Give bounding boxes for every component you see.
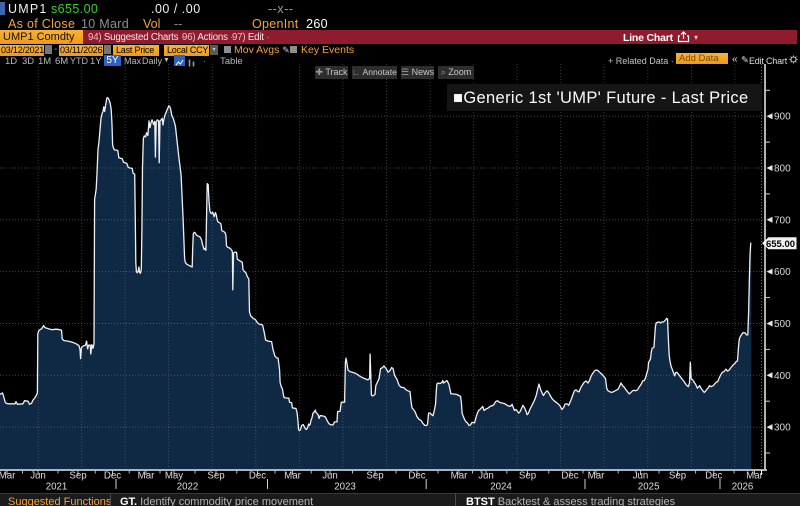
svg-text:Dec: Dec (249, 471, 266, 482)
svg-text:Jun: Jun (478, 471, 494, 482)
svg-text:500: 500 (774, 319, 791, 330)
svg-text:Mar: Mar (746, 471, 763, 482)
svg-text:Sep: Sep (366, 471, 383, 482)
svg-text:Sep: Sep (207, 471, 224, 482)
svg-text:Sep: Sep (669, 471, 686, 482)
svg-text:700: 700 (774, 215, 791, 226)
svg-text:Mar: Mar (138, 471, 155, 482)
svg-text:300: 300 (774, 423, 791, 434)
svg-text:Dec: Dec (104, 471, 121, 482)
svg-text:Dec: Dec (408, 471, 425, 482)
svg-text:2022: 2022 (177, 482, 199, 493)
svg-text:Mar: Mar (588, 471, 605, 482)
svg-text:Sep: Sep (69, 471, 86, 482)
svg-text:800: 800 (774, 164, 791, 175)
svg-text:600: 600 (774, 267, 791, 278)
svg-text:Jun: Jun (633, 471, 649, 482)
svg-text:Jun: Jun (30, 471, 46, 482)
svg-text:Mar: Mar (284, 471, 301, 482)
svg-text:655.00: 655.00 (766, 239, 795, 250)
svg-text:2021: 2021 (46, 482, 68, 493)
svg-text:Sep: Sep (519, 471, 536, 482)
svg-text:Jun: Jun (322, 471, 338, 482)
svg-text:400: 400 (774, 371, 791, 382)
svg-text:2023: 2023 (334, 482, 356, 493)
svg-text:Dec: Dec (561, 471, 578, 482)
svg-text:Mar: Mar (451, 471, 468, 482)
svg-text:900: 900 (774, 112, 791, 123)
svg-text:2025: 2025 (638, 482, 660, 493)
svg-text:2026: 2026 (732, 482, 754, 493)
svg-text:May: May (165, 471, 183, 482)
svg-text:Dec: Dec (705, 471, 722, 482)
svg-text:Mar: Mar (0, 471, 16, 482)
svg-text:2024: 2024 (490, 482, 512, 493)
